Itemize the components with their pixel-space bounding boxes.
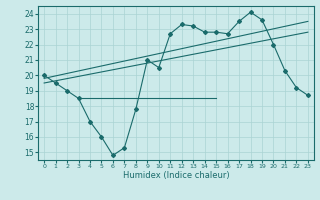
X-axis label: Humidex (Indice chaleur): Humidex (Indice chaleur) [123, 171, 229, 180]
